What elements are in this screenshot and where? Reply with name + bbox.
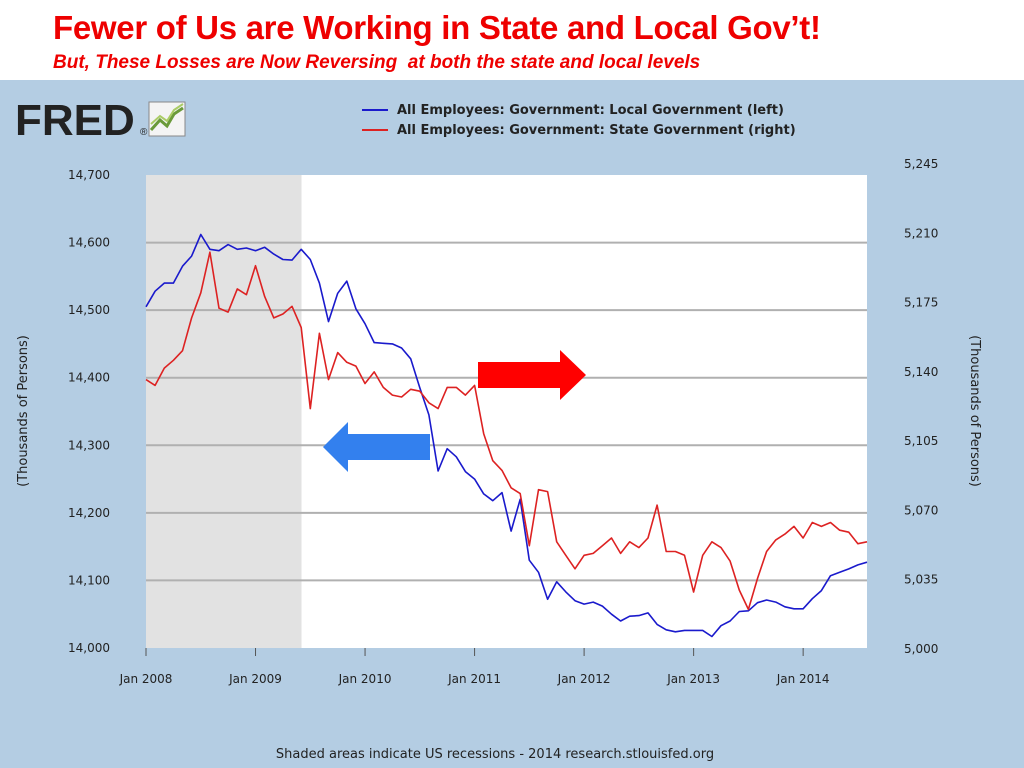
chart-legend: All Employees: Government: Local Governm… xyxy=(362,103,796,138)
left-tick-label: 14,100 xyxy=(68,573,110,587)
right-tick-label: 5,175 xyxy=(904,296,938,310)
left-tick-label: 14,400 xyxy=(68,371,110,385)
x-tick-label: Jan 2011 xyxy=(447,672,501,686)
left-tick-label: 14,000 xyxy=(68,641,110,655)
left-arrow-annotation xyxy=(323,422,430,472)
x-axis-ticks: Jan 2008 Jan 2009 Jan 2010 Jan 2011 Jan 2012… xyxy=(119,648,830,686)
slide-title: Fewer of Us are Working in State and Loc… xyxy=(53,9,821,46)
right-tick-label: 5,140 xyxy=(904,365,938,379)
left-tick-label: 14,500 xyxy=(68,303,110,317)
legend-label-local: All Employees: Government: Local Governm… xyxy=(397,103,784,118)
legend-label-state: All Employees: Government: State Governm… xyxy=(397,123,796,138)
right-axis-label: (Thousands of Persons) xyxy=(967,335,982,487)
right-tick-label: 5,210 xyxy=(904,226,938,240)
fred-logo: FRED ® xyxy=(15,96,186,145)
left-axis-ticks: 14,000 14,100 14,200 14,300 14,400 14,500 14,6… xyxy=(68,168,110,655)
x-tick-label: Jan 2014 xyxy=(776,672,830,686)
series-layer xyxy=(145,233,868,638)
fred-chart-icon xyxy=(148,101,186,137)
left-arrow-icon xyxy=(323,422,430,472)
slide-subtitle: But, These Losses are Now Reversing at b… xyxy=(53,52,701,73)
right-tick-label: 5,070 xyxy=(904,503,938,517)
x-tick-label: Jan 2008 xyxy=(119,672,173,686)
fred-logo-text: FRED xyxy=(15,96,135,145)
recession-note: Shaded areas indicate US recessions - 20… xyxy=(276,747,714,762)
right-arrow-icon xyxy=(478,350,586,400)
right-axis-ticks: 5,000 5,035 5,070 5,105 5,140 5,175 5,210 5,245 xyxy=(904,157,938,656)
left-tick-label: 14,300 xyxy=(68,438,110,452)
right-tick-label: 5,000 xyxy=(904,642,938,656)
x-tick-label: Jan 2012 xyxy=(557,672,611,686)
recession-shading xyxy=(146,175,302,648)
x-tick-label: Jan 2010 xyxy=(338,672,392,686)
x-tick-label: Jan 2009 xyxy=(228,672,282,686)
right-tick-label: 5,245 xyxy=(904,157,938,171)
x-tick-label: Jan 2013 xyxy=(666,672,720,686)
left-tick-label: 14,200 xyxy=(68,506,110,520)
right-arrow-annotation xyxy=(478,350,586,400)
fred-logo-mark: ® xyxy=(140,127,148,138)
chart-panel: FRED ® All Employees: Government: Local … xyxy=(0,80,1024,768)
state-government-line xyxy=(145,251,868,611)
left-tick-label: 14,600 xyxy=(68,236,110,250)
right-tick-label: 5,035 xyxy=(904,573,938,587)
slide-header: Fewer of Us are Working in State and Loc… xyxy=(0,0,1024,80)
right-tick-label: 5,105 xyxy=(904,434,938,448)
left-tick-label: 14,700 xyxy=(68,168,110,182)
left-axis-label: (Thousands of Persons) xyxy=(16,335,31,487)
fred-chart: FRED ® All Employees: Government: Local … xyxy=(15,96,982,762)
local-government-line xyxy=(145,233,868,638)
